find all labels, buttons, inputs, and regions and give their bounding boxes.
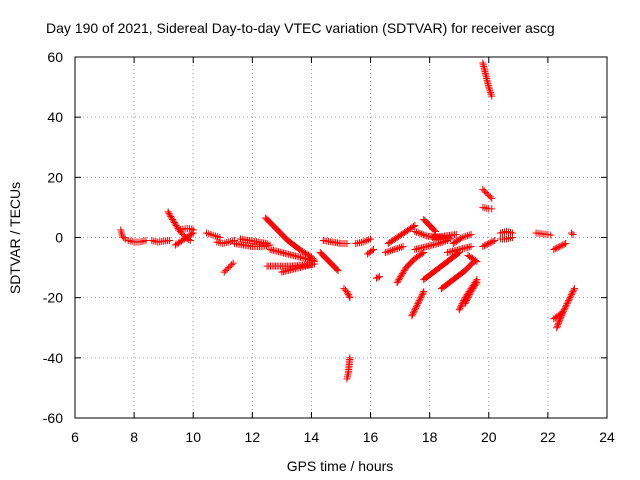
y-tick-label: -20 <box>43 290 63 306</box>
data-series-arc22 <box>372 273 383 282</box>
data-series-arc20 <box>352 235 375 248</box>
data-series-arc33 <box>443 243 475 257</box>
x-axis-label: GPS time / hours <box>287 458 394 474</box>
data-series-arc1 <box>117 226 129 243</box>
x-axis-ticks: 6 8 10 12 14 16 18 20 22 24 <box>71 57 615 445</box>
data-series-arc8 <box>213 237 239 248</box>
x-tick-label: 16 <box>363 429 379 445</box>
data-series-arc2 <box>124 237 150 246</box>
data-series-arc9 <box>220 259 237 276</box>
data-series-arc12 <box>262 214 318 264</box>
data-series-arc43 <box>497 234 516 243</box>
data-series-arc41 <box>479 237 499 251</box>
x-tick-label: 12 <box>245 429 261 445</box>
data-series-arc30 <box>420 249 463 284</box>
data-series-arc37 <box>464 252 481 266</box>
data-series-arc6 <box>174 224 197 234</box>
data-series-arc27 <box>411 237 451 254</box>
data-series-arc36 <box>461 279 481 308</box>
data-series-arc18 <box>340 285 354 302</box>
data-series-arc17 <box>319 237 351 248</box>
data-series-arc45 <box>550 240 570 254</box>
data-series-arc3 <box>148 237 174 246</box>
data-series-arc39 <box>479 185 496 202</box>
y-tick-label: -40 <box>43 350 63 366</box>
data-series-arc7 <box>203 229 224 241</box>
y-tick-label: 0 <box>55 230 63 246</box>
y-axis-ticks: -60 -40 -20 0 20 40 60 <box>43 49 607 426</box>
y-tick-label: 20 <box>47 169 63 185</box>
data-series-arc10 <box>231 240 274 251</box>
data-series-arc19 <box>343 354 354 383</box>
data-series-arc24 <box>384 221 419 248</box>
x-tick-label: 22 <box>540 429 556 445</box>
data-series-arc44 <box>532 229 555 239</box>
data-series-arc16 <box>316 249 342 275</box>
data-series-arc25 <box>393 249 428 287</box>
data-points <box>117 59 578 383</box>
data-series-arc46 <box>553 285 578 332</box>
data-series-arc34 <box>449 230 475 248</box>
x-tick-label: 8 <box>130 429 138 445</box>
x-tick-label: 20 <box>481 429 497 445</box>
data-series-arc31 <box>429 230 460 241</box>
data-series-arc38 <box>479 59 496 100</box>
x-tick-label: 10 <box>185 429 201 445</box>
y-tick-label: 60 <box>47 49 63 65</box>
y-tick-label: 40 <box>47 109 63 125</box>
data-series-arc40 <box>479 203 496 213</box>
data-series-arc21 <box>364 246 378 258</box>
data-series-arc29 <box>420 215 440 235</box>
data-series-arc5 <box>171 229 197 249</box>
data-series-arc26 <box>408 288 428 320</box>
data-series-arc11 <box>237 235 271 248</box>
x-tick-label: 6 <box>71 429 79 445</box>
data-series-arc42 <box>497 227 516 237</box>
y-axis-label: SDTVAR / TECUs <box>7 182 23 294</box>
data-series-arc32 <box>437 258 478 293</box>
data-series-arc23 <box>381 243 407 257</box>
chart-title: Day 190 of 2021, Sidereal Day-to-day VTE… <box>46 20 555 36</box>
grid-lines <box>75 57 607 418</box>
data-series-arc47 <box>550 309 567 323</box>
x-tick-label: 18 <box>422 429 438 445</box>
data-series-arc15 <box>266 246 318 266</box>
data-series-arc14 <box>278 260 318 276</box>
y-tick-label: -60 <box>43 410 63 426</box>
x-tick-label: 14 <box>304 429 320 445</box>
data-series-arc48 <box>568 229 577 238</box>
x-tick-label: 24 <box>599 429 615 445</box>
